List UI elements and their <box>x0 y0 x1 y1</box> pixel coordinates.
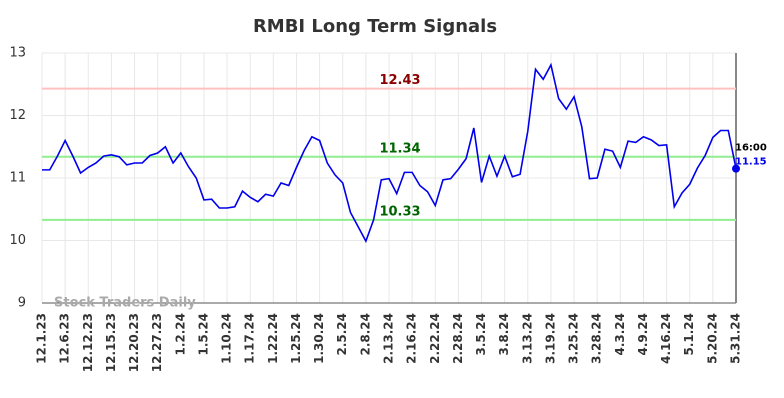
x-tick-label: 3.13.24 <box>520 313 534 364</box>
x-tick-label: 12.6.23 <box>58 313 72 364</box>
chart-title: RMBI Long Term Signals <box>253 16 497 37</box>
reference-label: 12.43 <box>379 73 420 88</box>
y-tick-label: 11 <box>9 171 26 186</box>
x-tick-label: 1.5.24 <box>196 313 210 356</box>
x-tick-label: 5.31.24 <box>729 313 743 364</box>
x-tick-label: 1.10.24 <box>220 313 234 364</box>
last-time-label: 16:00 <box>735 143 767 154</box>
x-tick-label: 2.5.24 <box>335 313 349 356</box>
x-tick-label: 12.27.23 <box>150 313 164 372</box>
x-tick-label: 3.8.24 <box>497 313 511 356</box>
x-tick-label: 4.16.24 <box>659 313 673 364</box>
x-tick-label: 5.20.24 <box>705 313 719 364</box>
y-tick-label: 10 <box>9 233 26 248</box>
price-line <box>42 62 737 244</box>
x-tick-label: 2.13.24 <box>382 313 396 364</box>
last-point <box>732 164 740 173</box>
y-tick-label: 12 <box>9 108 26 123</box>
x-tick-label: 3.25.24 <box>567 313 581 364</box>
x-tick-label: 12.15.23 <box>104 313 118 372</box>
x-tick-label: 2.8.24 <box>358 313 372 356</box>
x-tick-label: 5.1.24 <box>682 313 696 356</box>
x-tick-label: 3.19.24 <box>543 313 557 364</box>
x-tick-label: 1.2.24 <box>173 313 187 356</box>
last-value-label: 11.15 <box>735 157 767 168</box>
x-tick-label: 3.5.24 <box>474 313 488 356</box>
x-tick-label: 3.28.24 <box>590 313 604 364</box>
x-tick-label: 4.9.24 <box>636 313 650 356</box>
watermark: Stock Traders Daily <box>54 296 196 311</box>
x-tick-label: 2.28.24 <box>451 313 465 364</box>
reference-label: 11.34 <box>379 141 420 156</box>
x-tick-label: 1.30.24 <box>312 313 326 364</box>
x-tick-label: 2.22.24 <box>428 313 442 364</box>
x-tick-label: 1.17.24 <box>243 313 257 364</box>
x-tick-label: 12.1.23 <box>35 313 49 364</box>
reference-label: 10.33 <box>379 204 420 219</box>
y-tick-label: 9 <box>18 296 26 311</box>
x-tick-label: 2.16.24 <box>405 313 419 364</box>
x-tick-label: 1.25.24 <box>289 313 303 364</box>
x-tick-label: 1.22.24 <box>266 313 280 364</box>
y-tick-label: 13 <box>9 46 26 61</box>
x-tick-label: 4.3.24 <box>613 313 627 356</box>
x-tick-label: 12.20.23 <box>127 313 141 372</box>
x-tick-label: 12.12.23 <box>81 313 95 372</box>
